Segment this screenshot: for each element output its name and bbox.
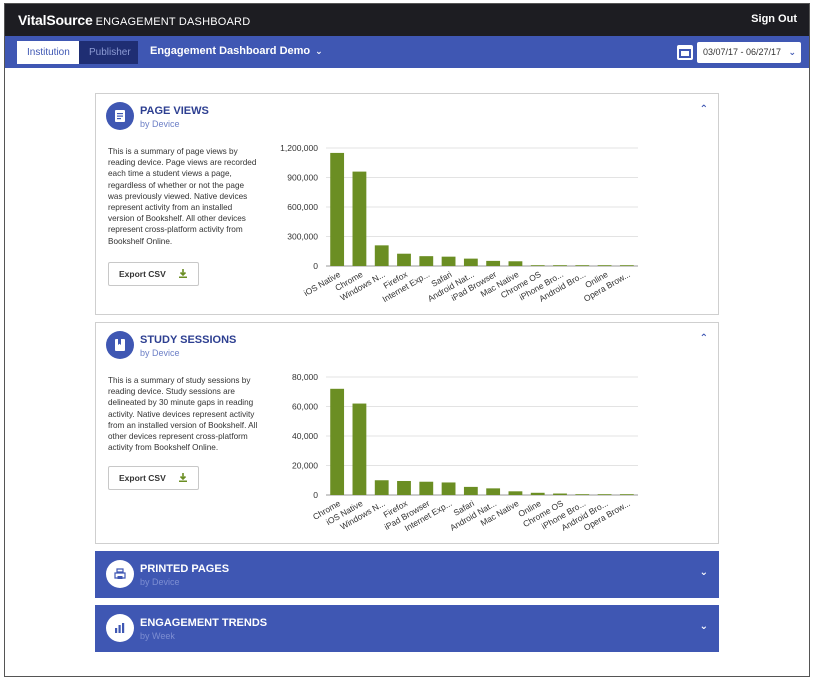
panel-subtitle: by Device [140, 119, 180, 129]
engagement-trends-icon-badge [106, 614, 134, 642]
collapse-chevron-up-icon[interactable]: ⌃ [699, 333, 708, 344]
panel-description: This is a summary of page views by readi… [108, 147, 257, 246]
chart-bar[interactable] [597, 494, 612, 495]
export-csv-button[interactable]: Export CSV [108, 466, 199, 490]
chart-bar[interactable] [419, 481, 434, 495]
chart-bar[interactable] [330, 152, 345, 266]
dashboard-title: Engagement Dashboard Demo [150, 45, 311, 57]
chart-bar[interactable] [619, 265, 634, 266]
chart-bar[interactable] [352, 171, 367, 266]
chart-bar[interactable] [374, 245, 389, 266]
date-range-select[interactable]: 03/07/17 - 06/27/17 ⌄ [697, 42, 801, 63]
date-range-value: 03/07/17 - 06/27/17 [703, 47, 782, 57]
document-icon [115, 110, 125, 122]
tab-publisher[interactable]: Publisher [79, 41, 138, 64]
sign-out-link[interactable]: Sign Out [751, 13, 797, 25]
panel-title: PAGE VIEWS [140, 105, 209, 117]
expand-chevron-down-icon[interactable]: ⌄ [699, 621, 708, 632]
panel-title: ENGAGEMENT TRENDS [140, 617, 268, 629]
bar-chart-icon [115, 623, 125, 633]
chart-bar[interactable] [352, 403, 367, 495]
chart-bar[interactable] [486, 260, 501, 266]
chart-bar[interactable] [575, 494, 590, 495]
chart-bar[interactable] [619, 494, 634, 495]
page-views-icon-badge [106, 102, 134, 130]
page-views-panel: PAGE VIEWS by Device ⌃ This is a summary… [95, 93, 719, 315]
panel-subtitle: by Device [140, 577, 180, 587]
top-bar: VitalSource ENGAGEMENT DASHBOARD Sign Out [5, 4, 809, 36]
study-sessions-panel: STUDY SESSIONS by Device ⌃ This is a sum… [95, 322, 719, 544]
collapse-chevron-up-icon[interactable]: ⌃ [699, 104, 708, 115]
chart-bar[interactable] [530, 265, 545, 266]
export-csv-label: Export CSV [119, 269, 166, 279]
chart-bar[interactable] [441, 256, 456, 266]
chart-bar[interactable] [486, 488, 501, 495]
chart-bar[interactable] [330, 388, 345, 495]
bookmark-icon [115, 339, 125, 351]
export-csv-button[interactable]: Export CSV [108, 262, 199, 286]
y-tick-label: 1,200,000 [280, 143, 318, 153]
chart-bar[interactable] [419, 256, 434, 266]
chart-bar[interactable] [463, 258, 478, 266]
printer-icon [114, 568, 126, 579]
y-tick-label: 80,000 [292, 372, 318, 382]
expand-chevron-down-icon[interactable]: ⌄ [699, 567, 708, 578]
chart-bar[interactable] [463, 486, 478, 495]
brand-sub: ENGAGEMENT DASHBOARD [95, 16, 251, 28]
chart-bar[interactable] [508, 261, 523, 266]
chart-bar[interactable] [508, 491, 523, 495]
nav-bar: Institution Publisher Engagement Dashboa… [5, 36, 809, 68]
chevron-down-icon: ⌄ [315, 46, 323, 56]
y-tick-label: 900,000 [287, 173, 318, 183]
dashboard-selector[interactable]: Engagement Dashboard Demo ⌄ [150, 45, 323, 57]
chart-bar[interactable] [397, 253, 411, 266]
y-tick-label: 20,000 [292, 461, 318, 471]
brand-main: VitalSource [18, 12, 93, 28]
panel-title: PRINTED PAGES [140, 563, 230, 575]
y-tick-label: 0 [313, 261, 318, 271]
chart-bar[interactable] [575, 265, 590, 266]
download-icon [179, 269, 187, 278]
y-tick-label: 60,000 [292, 402, 318, 412]
tab-institution[interactable]: Institution [17, 41, 79, 64]
study-sessions-icon-badge [106, 331, 134, 359]
engagement-trends-panel[interactable]: ENGAGEMENT TRENDS by Week ⌄ [95, 605, 719, 652]
panel-description: This is a summary of study sessions by r… [108, 376, 258, 453]
y-tick-label: 40,000 [292, 431, 318, 441]
chart-bar[interactable] [441, 482, 456, 495]
calendar-icon[interactable] [677, 45, 693, 60]
panel-title: STUDY SESSIONS [140, 334, 237, 346]
chart-bar[interactable] [397, 480, 411, 495]
chart-bar[interactable] [553, 493, 567, 495]
panel-subtitle: by Device [140, 348, 180, 358]
brand-logo: VitalSource ENGAGEMENT DASHBOARD [18, 12, 250, 28]
y-tick-label: 300,000 [287, 232, 318, 242]
printed-pages-panel[interactable]: PRINTED PAGES by Device ⌄ [95, 551, 719, 598]
view-toggle: Institution Publisher [17, 41, 138, 64]
panel-subtitle: by Week [140, 631, 175, 641]
y-tick-label: 0 [313, 490, 318, 500]
chart-bar[interactable] [530, 492, 545, 495]
export-csv-label: Export CSV [119, 473, 166, 483]
y-tick-label: 600,000 [287, 202, 318, 212]
chart-bar[interactable] [597, 265, 612, 266]
chart-bar[interactable] [374, 480, 389, 495]
printed-pages-icon-badge [106, 560, 134, 588]
app-window: VitalSource ENGAGEMENT DASHBOARD Sign Out… [4, 3, 810, 677]
chevron-down-icon: ⌄ [788, 47, 796, 57]
chart-bar[interactable] [553, 265, 567, 266]
download-icon [179, 473, 187, 482]
